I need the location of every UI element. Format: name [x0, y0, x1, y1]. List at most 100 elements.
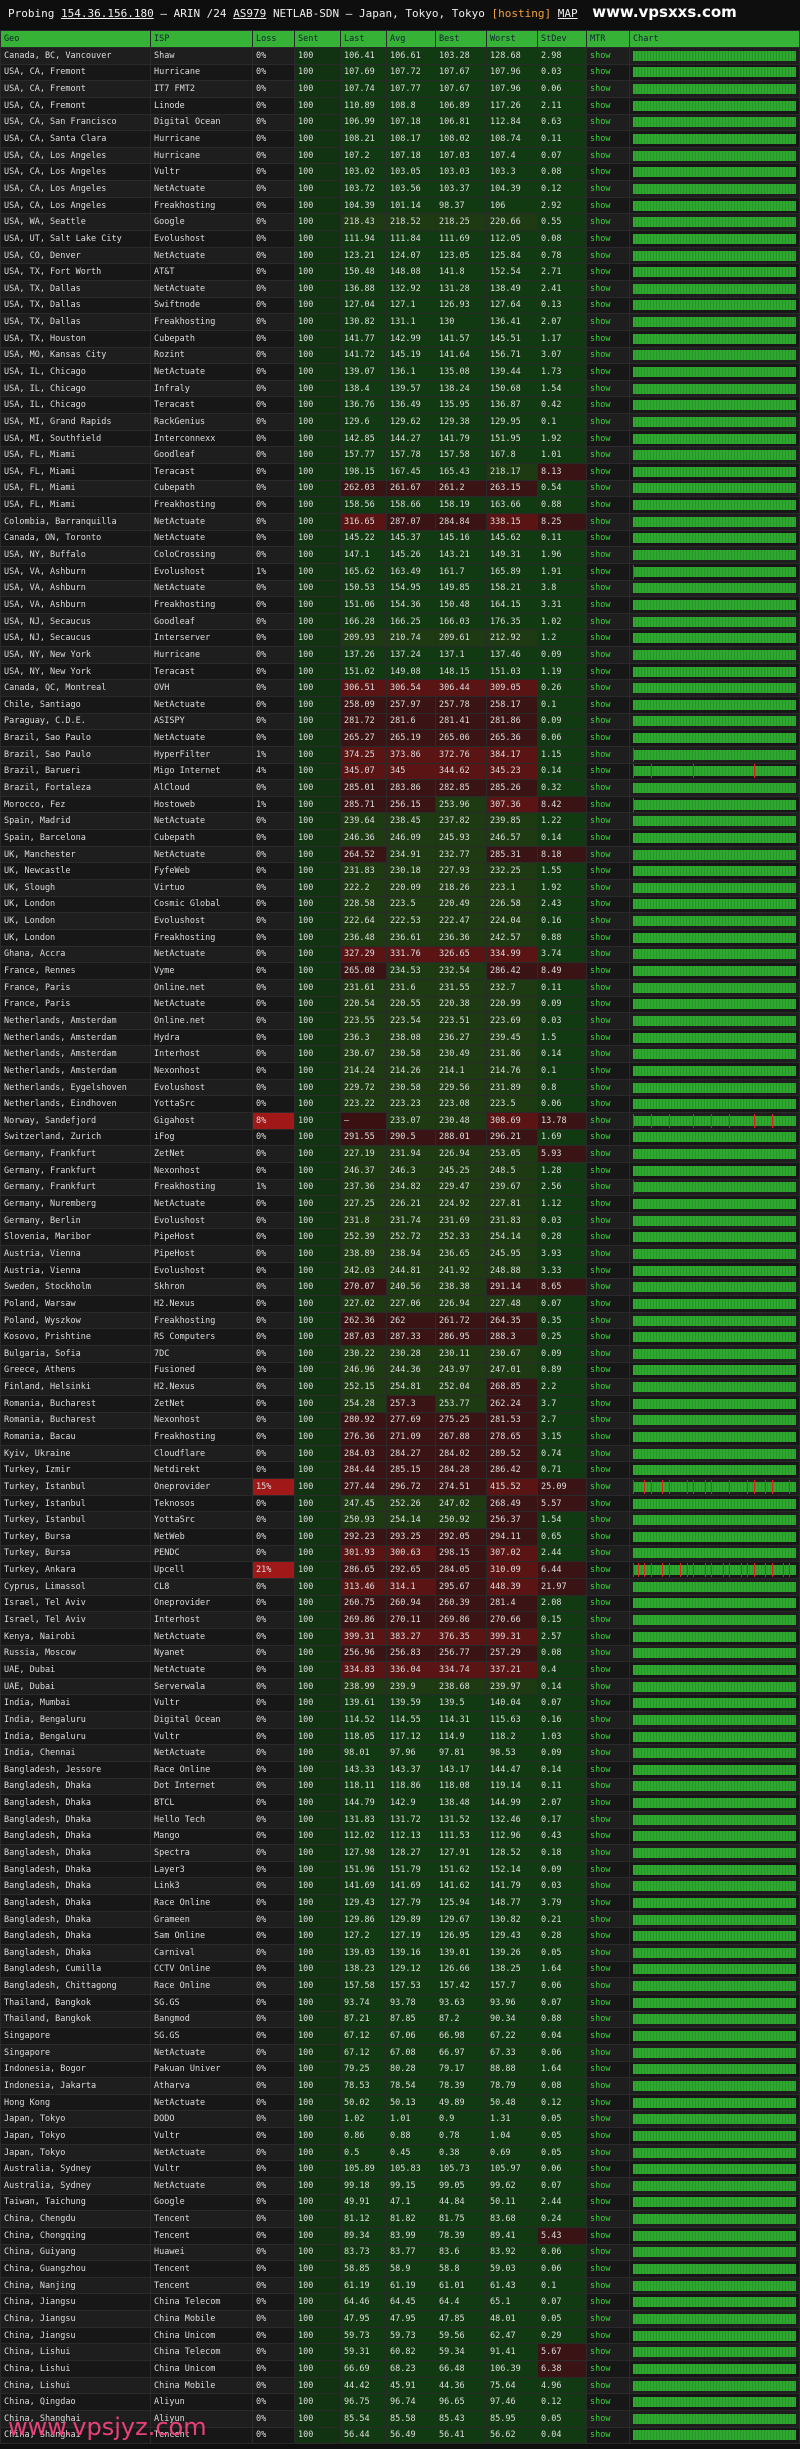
- mtr-link[interactable]: show: [590, 633, 611, 644]
- mtr-link[interactable]: show: [590, 799, 611, 810]
- mtr-link[interactable]: show: [590, 1598, 611, 1609]
- mtr-link[interactable]: show: [590, 450, 611, 461]
- mtr-link[interactable]: show: [590, 816, 611, 827]
- mtr-link[interactable]: show: [590, 1382, 611, 1393]
- mtr-link[interactable]: show: [590, 2264, 611, 2275]
- mtr-link[interactable]: show: [590, 616, 611, 627]
- mtr-link[interactable]: show: [590, 2047, 611, 2058]
- mtr-link[interactable]: show: [590, 2080, 611, 2091]
- mtr-link[interactable]: show: [590, 899, 611, 910]
- mtr-link[interactable]: show: [590, 1964, 611, 1975]
- mtr-link[interactable]: show: [590, 1664, 611, 1675]
- mtr-link[interactable]: show: [590, 1049, 611, 1060]
- mtr-link[interactable]: show: [590, 1881, 611, 1892]
- mtr-link[interactable]: show: [590, 1348, 611, 1359]
- mtr-link[interactable]: show: [590, 1032, 611, 1043]
- mtr-link[interactable]: show: [590, 350, 611, 361]
- mtr-link[interactable]: show: [590, 433, 611, 444]
- mtr-link[interactable]: show: [590, 982, 611, 993]
- mtr-link[interactable]: show: [590, 84, 611, 95]
- mtr-link[interactable]: show: [590, 1748, 611, 1759]
- mtr-link[interactable]: show: [590, 2230, 611, 2241]
- mtr-link[interactable]: show: [590, 1315, 611, 1326]
- mtr-link[interactable]: show: [590, 999, 611, 1010]
- mtr-link[interactable]: show: [590, 100, 611, 111]
- mtr-link[interactable]: show: [590, 2197, 611, 2208]
- map-link[interactable]: MAP: [557, 7, 578, 20]
- mtr-link[interactable]: show: [590, 866, 611, 877]
- mtr-link[interactable]: show: [590, 733, 611, 744]
- mtr-link[interactable]: show: [590, 1548, 611, 1559]
- mtr-link[interactable]: show: [590, 1864, 611, 1875]
- mtr-link[interactable]: show: [590, 1015, 611, 1026]
- mtr-link[interactable]: show: [590, 1848, 611, 1858]
- mtr-link[interactable]: show: [590, 416, 611, 427]
- mtr-link[interactable]: show: [590, 783, 611, 793]
- mtr-link[interactable]: show: [590, 550, 611, 561]
- mtr-link[interactable]: show: [590, 483, 611, 494]
- mtr-link[interactable]: show: [590, 566, 611, 577]
- mtr-link[interactable]: show: [590, 832, 611, 843]
- mtr-link[interactable]: show: [590, 1082, 611, 1093]
- mtr-link[interactable]: show: [590, 1914, 611, 1925]
- mtr-link[interactable]: show: [590, 300, 611, 311]
- mtr-link[interactable]: show: [590, 1448, 611, 1459]
- mtr-link[interactable]: show: [590, 1465, 611, 1476]
- mtr-link[interactable]: show: [590, 2380, 611, 2391]
- mtr-link[interactable]: show: [590, 1947, 611, 1958]
- mtr-link[interactable]: show: [590, 1132, 611, 1143]
- mtr-link[interactable]: show: [590, 583, 611, 594]
- mtr-link[interactable]: show: [590, 150, 611, 161]
- mtr-link[interactable]: show: [590, 1365, 611, 1376]
- mtr-link[interactable]: show: [590, 516, 611, 527]
- mtr-link[interactable]: show: [590, 2313, 611, 2324]
- mtr-link[interactable]: show: [590, 2114, 611, 2125]
- mtr-link[interactable]: show: [590, 1648, 611, 1659]
- mtr-link[interactable]: show: [590, 1165, 611, 1176]
- mtr-link[interactable]: show: [590, 183, 611, 194]
- mtr-link[interactable]: show: [590, 749, 611, 760]
- mtr-link[interactable]: show: [590, 1698, 611, 1709]
- mtr-link[interactable]: show: [590, 50, 611, 61]
- mtr-link[interactable]: show: [590, 1731, 611, 1742]
- mtr-link[interactable]: show: [590, 1631, 611, 1642]
- ip-link[interactable]: 154.36.156.180: [60, 7, 154, 20]
- mtr-link[interactable]: show: [590, 283, 611, 294]
- mtr-link[interactable]: show: [590, 134, 611, 145]
- mtr-link[interactable]: show: [590, 383, 611, 394]
- mtr-link[interactable]: show: [590, 2430, 611, 2441]
- mtr-link[interactable]: show: [590, 1897, 611, 1908]
- mtr-link[interactable]: show: [590, 2180, 611, 2191]
- mtr-link[interactable]: show: [590, 2097, 611, 2108]
- mtr-link[interactable]: show: [590, 67, 611, 78]
- mtr-link[interactable]: show: [590, 400, 611, 411]
- mtr-link[interactable]: show: [590, 217, 611, 228]
- mtr-link[interactable]: show: [590, 1714, 611, 1725]
- mtr-link[interactable]: show: [590, 533, 611, 544]
- mtr-link[interactable]: show: [590, 1814, 611, 1825]
- mtr-link[interactable]: show: [590, 966, 611, 977]
- mtr-link[interactable]: show: [590, 2064, 611, 2075]
- mtr-link[interactable]: show: [590, 1798, 611, 1809]
- mtr-link[interactable]: show: [590, 1332, 611, 1343]
- mtr-link[interactable]: show: [590, 117, 611, 128]
- mtr-link[interactable]: show: [590, 1764, 611, 1775]
- asn-link[interactable]: AS979: [233, 7, 267, 20]
- mtr-link[interactable]: show: [590, 1215, 611, 1226]
- mtr-link[interactable]: show: [590, 2413, 611, 2424]
- mtr-link[interactable]: show: [590, 2130, 611, 2141]
- mtr-link[interactable]: show: [590, 916, 611, 927]
- mtr-link[interactable]: show: [590, 1415, 611, 1426]
- mtr-link[interactable]: show: [590, 932, 611, 943]
- mtr-link[interactable]: show: [590, 949, 611, 960]
- mtr-link[interactable]: show: [590, 2247, 611, 2258]
- mtr-link[interactable]: show: [590, 2397, 611, 2408]
- mtr-link[interactable]: show: [590, 2164, 611, 2175]
- mtr-link[interactable]: show: [590, 1065, 611, 1076]
- mtr-link[interactable]: show: [590, 333, 611, 344]
- mtr-link[interactable]: show: [590, 2014, 611, 2025]
- mtr-link[interactable]: show: [590, 466, 611, 477]
- mtr-link[interactable]: show: [590, 649, 611, 660]
- mtr-link[interactable]: show: [590, 1581, 611, 1592]
- mtr-link[interactable]: show: [590, 766, 611, 777]
